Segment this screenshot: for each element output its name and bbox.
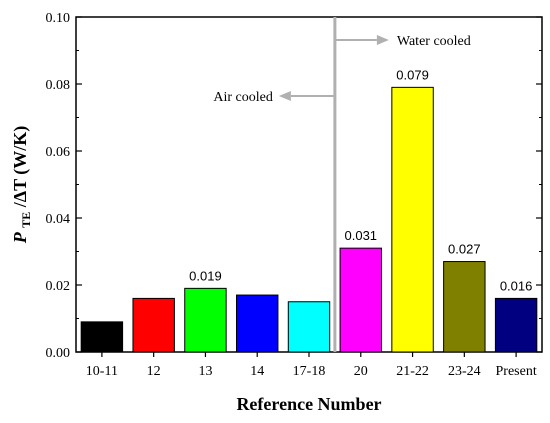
y-axis-title-rest: /ΔT (W/K) [10, 126, 31, 208]
bar-23-24 [443, 261, 486, 353]
bar-17-18 [287, 301, 331, 353]
y-axis-title-p: P [10, 231, 30, 244]
air-cooled-label: Air cooled [213, 90, 272, 105]
bar-14 [236, 294, 279, 353]
x-tick-label: 21-22 [396, 364, 429, 379]
x-axis-title: Reference Number [236, 394, 381, 414]
value-label-Present: 0.016 [500, 278, 533, 293]
y-tick-label: 0.10 [46, 11, 71, 26]
bars-group [80, 86, 538, 353]
x-tick-label: 17-18 [293, 364, 326, 379]
value-label-23-24: 0.027 [448, 242, 481, 257]
water-cooled-arrowhead [376, 35, 389, 45]
bar-13 [184, 287, 227, 353]
x-axis: 10-11 12 13 14 17-18 20 21-22 23-24 Present [86, 352, 537, 379]
water-cooled-label: Water cooled [397, 34, 471, 49]
bar-10-11 [80, 321, 124, 353]
bar-20 [339, 247, 382, 353]
y-axis-title-sub: TE [19, 212, 33, 228]
y-axis: 0.00 0.02 0.04 0.06 0.08 0.10 [46, 11, 542, 361]
bar-Present [494, 297, 538, 353]
y-tick-label: 0.06 [46, 145, 71, 160]
value-labels-group: 0.019 0.031 0.079 0.027 0.016 [189, 67, 532, 293]
x-tick-label: Present [496, 364, 537, 379]
value-label-13: 0.019 [189, 268, 222, 283]
air-cooled-arrowhead [278, 91, 291, 101]
x-tick-label: 12 [147, 364, 161, 379]
annotations: Water cooled Air cooled [213, 17, 471, 352]
y-tick-label: 0.04 [46, 212, 71, 227]
bar-21-22 [391, 86, 434, 353]
x-tick-label: 20 [354, 364, 368, 379]
y-tick-label: 0.08 [46, 78, 71, 93]
x-tick-label: 10-11 [86, 364, 118, 379]
x-tick-label: 23-24 [448, 364, 481, 379]
y-tick-label: 0.00 [46, 346, 71, 361]
value-label-20: 0.031 [345, 228, 378, 243]
y-axis-title: P TE /ΔT (W/K) [10, 126, 34, 244]
bar-12 [132, 297, 175, 353]
value-label-21-22: 0.079 [396, 67, 429, 82]
x-tick-label: 14 [250, 364, 264, 379]
x-tick-label: 13 [198, 364, 212, 379]
y-tick-label: 0.02 [46, 279, 71, 294]
